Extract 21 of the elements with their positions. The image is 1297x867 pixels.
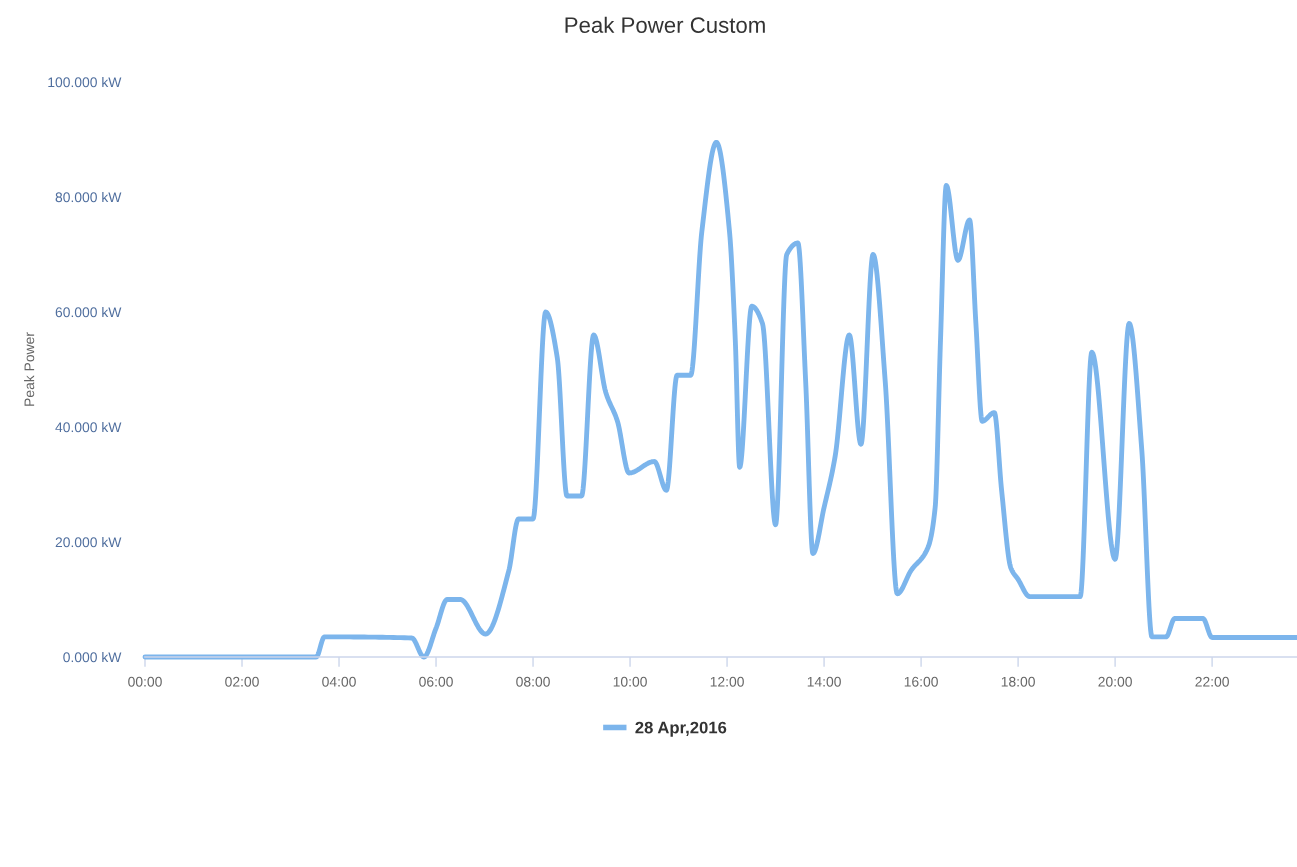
x-tick-label: 02:00: [225, 676, 259, 687]
x-tick-label: 00:00: [128, 676, 162, 687]
y-tick-label: 20.000 kW: [55, 536, 122, 548]
y-tick-label: 80.000 kW: [55, 191, 122, 203]
x-tick-label: 14:00: [807, 676, 841, 687]
y-tick-label: 100.000 kW: [48, 76, 122, 88]
x-tick-label: 08:00: [516, 676, 550, 687]
y-tick-label: 40.000 kW: [55, 421, 122, 433]
x-tick-label: 20:00: [1098, 676, 1132, 687]
x-tick-label: 10:00: [613, 676, 647, 687]
x-tick-label: 12:00: [710, 676, 744, 687]
x-tick-label: 16:00: [904, 676, 938, 687]
x-tick-label: 06:00: [419, 676, 453, 687]
x-tick-label: 22:00: [1195, 676, 1229, 687]
y-tick-label: 60.000 kW: [55, 306, 122, 318]
y-axis-title: Peak Power: [24, 332, 35, 406]
x-tick-label: 18:00: [1001, 676, 1035, 687]
y-tick-label: 0.000 kW: [63, 651, 122, 663]
x-tick-label: 04:00: [322, 676, 356, 687]
legend-label: 28 Apr,2016: [635, 721, 727, 737]
chart-title: Peak Power Custom: [565, 16, 765, 33]
